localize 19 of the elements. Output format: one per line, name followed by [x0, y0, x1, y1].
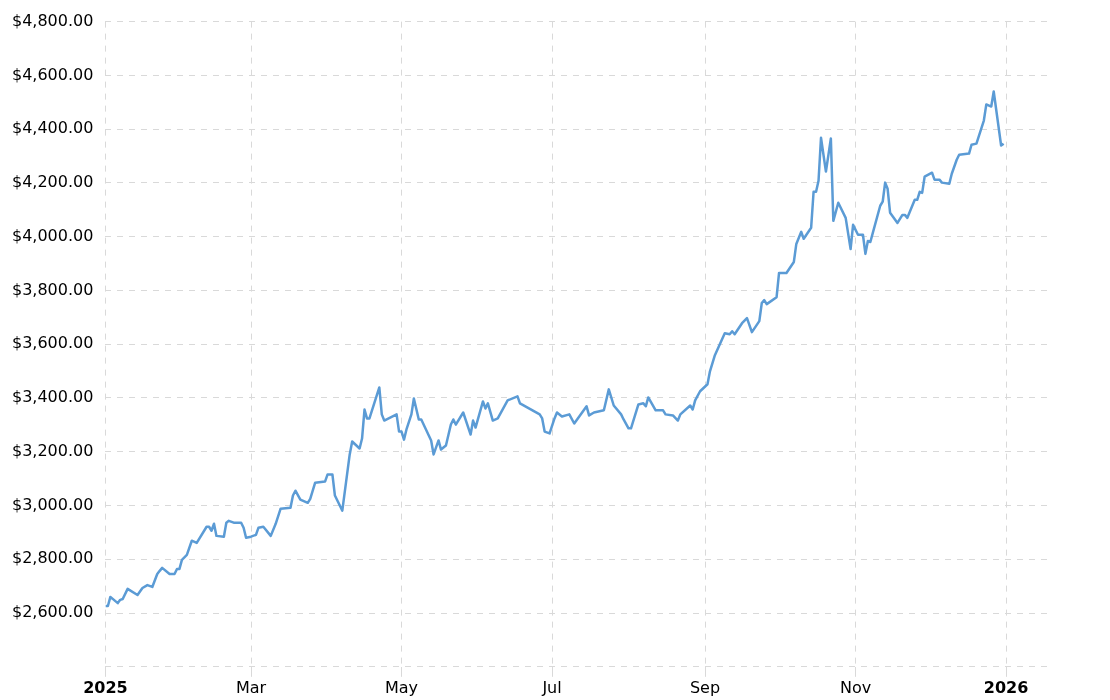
- y-tick-label: $3,800.00: [11, 279, 94, 299]
- x-tick-label: 2026: [983, 677, 1029, 697]
- x-tick-label: Mar: [235, 677, 267, 697]
- x-tick-label: Nov: [839, 677, 872, 697]
- y-tick-label: $3,600.00: [11, 333, 94, 353]
- y-tick-label: $3,000.00: [11, 494, 94, 514]
- y-tick-label: $4,600.00: [11, 64, 94, 84]
- y-tick-label: $4,200.00: [11, 172, 94, 192]
- x-tick-label: Jul: [541, 677, 562, 697]
- y-tick-label: $2,800.00: [11, 548, 94, 568]
- x-tick-label: Sep: [689, 677, 721, 697]
- x-tick-label: 2025: [83, 677, 128, 697]
- x-tick-label: May: [384, 677, 419, 697]
- y-tick-label: $4,400.00: [11, 118, 94, 138]
- y-tick-label: $2,600.00: [11, 602, 94, 622]
- y-tick-label: $3,400.00: [11, 387, 94, 407]
- y-tick-label: $4,000.00: [11, 225, 94, 245]
- y-tick-label: $3,200.00: [11, 440, 94, 460]
- y-tick-label: $4,800.00: [11, 10, 94, 30]
